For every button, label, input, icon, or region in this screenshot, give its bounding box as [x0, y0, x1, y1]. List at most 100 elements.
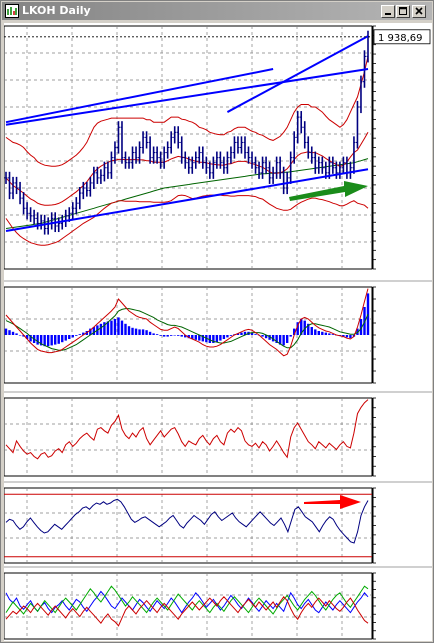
macd-histogram-bar [314, 329, 317, 335]
macd-histogram-bar [15, 333, 18, 335]
macd-histogram-bar [254, 334, 257, 335]
macd-histogram-bar [208, 335, 212, 343]
macd-histogram-bar [317, 331, 320, 335]
macd-histogram-bar [50, 335, 53, 346]
macd-histogram-bar [275, 335, 278, 343]
macd-histogram-bar [268, 335, 271, 340]
macd-histogram-bar [29, 335, 32, 342]
macd-histogram-bar [194, 335, 197, 340]
title-bar[interactable]: LKOH Daily [2, 2, 432, 20]
close-button[interactable] [412, 5, 426, 18]
trendline-upper-channel [5, 68, 369, 126]
macd-histogram-bar [18, 335, 22, 336]
macd-histogram-bar [198, 335, 201, 341]
chart-app-icon [5, 4, 19, 18]
oscillator-4-line-3 [5, 595, 369, 627]
macd-histogram-bar [285, 335, 289, 343]
macd-histogram-bar [250, 332, 254, 335]
macd-line [5, 288, 369, 357]
red-arrow [304, 495, 361, 509]
macd-histogram-bar [78, 334, 82, 335]
oscillator-2-line [5, 399, 369, 460]
macd-histogram-bar [113, 319, 117, 335]
macd-histogram-bar [310, 327, 313, 335]
macd-histogram-bar [212, 335, 215, 343]
green-arrow [289, 181, 368, 201]
macd-histogram-bar [4, 328, 8, 335]
macd-histogram-bar [331, 334, 335, 335]
bollinger-lower-band [5, 194, 369, 246]
macd-histogram-bar [138, 329, 141, 335]
macd-histogram-bar [8, 330, 11, 335]
panel-frame [4, 487, 373, 564]
maximize-button[interactable] [396, 5, 410, 18]
macd-histogram-bar [120, 320, 124, 335]
window-title: LKOH Daily [22, 4, 91, 17]
macd-histogram-bar [152, 333, 155, 335]
bollinger-upper-band [5, 56, 369, 167]
macd-histogram-bar [57, 335, 60, 344]
macd-histogram-bar [159, 335, 162, 336]
macd-histogram-bar [328, 333, 331, 335]
macd-histogram-bar [226, 335, 229, 338]
macd-histogram-bar [64, 335, 67, 341]
macd-histogram-bar [201, 335, 205, 342]
macd-histogram-bar [215, 335, 219, 343]
trendline-steep-upper [226, 35, 369, 113]
macd-histogram-bar [145, 330, 148, 335]
macd-histogram-bar [106, 321, 110, 335]
macd-histogram-bar [92, 327, 96, 335]
macd-histogram-bar [131, 327, 134, 335]
macd-histogram-bar [54, 335, 57, 345]
macd-histogram-bar [184, 335, 187, 338]
macd-histogram-bar [271, 335, 275, 342]
chart-canvas: 1 938,69 [4, 25, 432, 640]
macd-histogram-bar [345, 335, 349, 338]
macd-histogram-bar [289, 335, 292, 337]
macd-histogram-bar [359, 319, 363, 335]
trendline-mid-line [5, 68, 274, 124]
macd-histogram-bar [89, 328, 92, 335]
macd-histogram-bar [282, 335, 285, 346]
macd-histogram-bar [229, 335, 233, 336]
macd-histogram-bar [261, 335, 264, 337]
macd-histogram-bar [103, 322, 106, 335]
macd-histogram-bar [166, 335, 169, 337]
macd-histogram-bar [39, 335, 43, 346]
macd-histogram-bar [264, 335, 268, 339]
trendline-lower-channel [5, 168, 369, 233]
macd-histogram-bar [43, 335, 46, 347]
macd-histogram-bar [303, 320, 306, 335]
macd-histogram-bar [236, 333, 240, 335]
macd-histogram-bar [148, 331, 152, 335]
macd-histogram-bar [82, 332, 85, 335]
close-icon [415, 7, 423, 15]
macd-histogram-bar [300, 319, 303, 335]
macd-histogram-bar [187, 335, 190, 339]
chart-area: 1 938,69 [4, 23, 432, 641]
panel-osc2 [4, 391, 432, 477]
macd-histogram-bar [124, 323, 127, 335]
macd-histogram-bar [61, 335, 64, 343]
macd-histogram-bar [68, 335, 71, 339]
macd-histogram-bar [180, 335, 183, 337]
macd-histogram-bar [155, 334, 159, 335]
macd-histogram-bar [296, 322, 299, 335]
macd-histogram-bar [134, 328, 138, 335]
macd-histogram-bar [243, 331, 247, 335]
oscillator-4-line-2 [5, 585, 369, 615]
macd-histogram-bar [36, 335, 39, 345]
macd-histogram-bar [22, 335, 25, 337]
macd-histogram-bar [71, 335, 74, 338]
macd-histogram-bar [307, 323, 310, 335]
macd-histogram-bar [46, 335, 50, 347]
macd-histogram-bar [127, 326, 131, 335]
macd-histogram-bar [219, 335, 222, 341]
macd-histogram-bar [321, 331, 324, 335]
price-label-box [373, 29, 431, 45]
minimize-button[interactable] [381, 5, 395, 18]
macd-histogram-bar [292, 328, 296, 335]
macd-histogram-bar [141, 329, 145, 335]
macd-histogram-bar [75, 335, 78, 336]
